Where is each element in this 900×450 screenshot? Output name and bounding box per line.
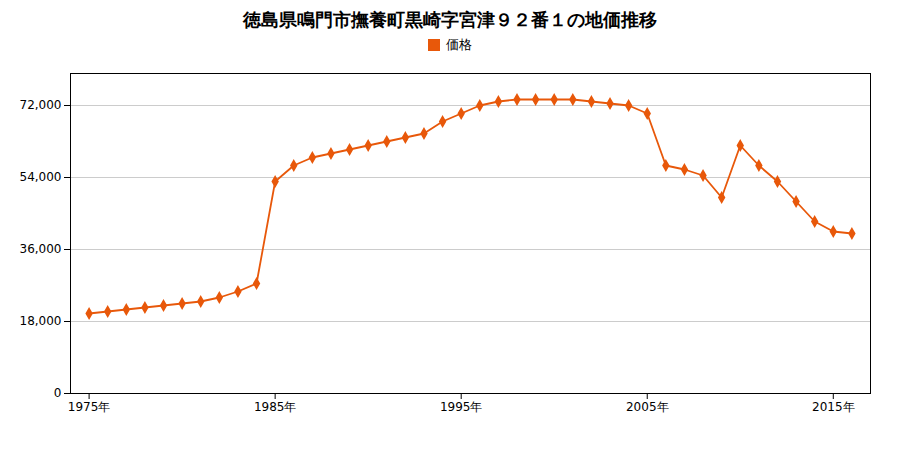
svg-text:1995年: 1995年 [440,400,483,414]
svg-text:72,000: 72,000 [20,98,62,112]
svg-text:0: 0 [54,386,62,400]
svg-text:18,000: 18,000 [20,314,62,328]
svg-text:36,000: 36,000 [20,242,62,256]
html-text:徳島県鳴門市撫養町黒崎字宮津９２番１の地価推移: 徳島県鳴門市撫養町黒崎字宮津９２番１の地価推移 [243,9,657,30]
svg-text:2005年: 2005年 [626,400,669,414]
svg-text:2015年: 2015年 [812,400,855,414]
svg-text:1985年: 1985年 [254,400,297,414]
html-text:価格: 価格 [446,37,472,52]
svg-text:1975年: 1975年 [68,400,111,414]
svg-text:54,000: 54,000 [20,170,62,184]
